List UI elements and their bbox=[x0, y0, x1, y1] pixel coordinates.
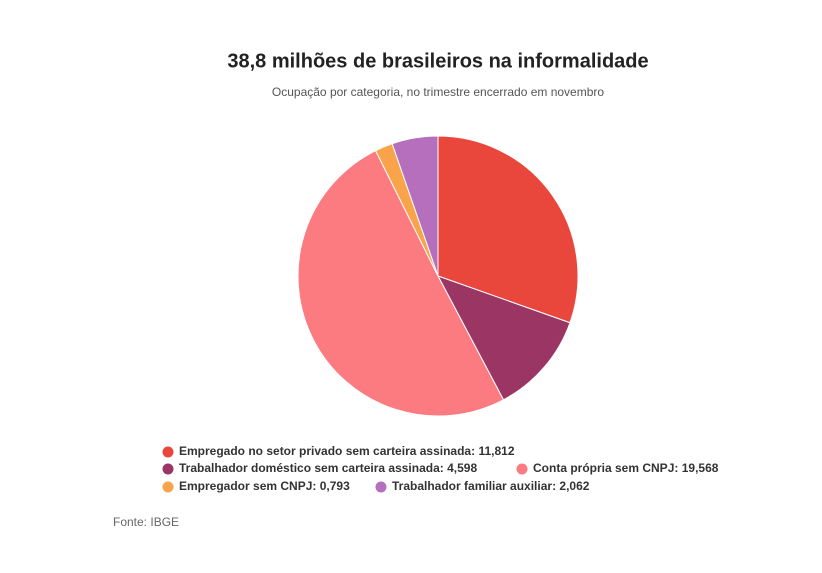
legend-label: Trabalhador familiar auxiliar: 2,062 bbox=[392, 479, 590, 493]
legend-label: Trabalhador doméstico sem carteira assin… bbox=[179, 461, 477, 475]
pie-slice bbox=[436, 275, 571, 401]
chart-title: 38,8 milhões de brasileiros na informali… bbox=[227, 50, 648, 72]
legend-value: 19,568 bbox=[682, 461, 719, 475]
legend-separator: : bbox=[471, 444, 478, 458]
legend-label: Conta própria sem CNPJ: 19,568 bbox=[533, 461, 719, 475]
legend-swatch bbox=[162, 463, 174, 475]
pie bbox=[297, 135, 579, 417]
legend: Empregado no setor privado sem carteira … bbox=[162, 444, 719, 493]
legend-name: Empregado no setor privado sem carteira … bbox=[179, 444, 471, 458]
legend-label: Empregado no setor privado sem carteira … bbox=[179, 444, 515, 458]
source: Fonte: IBGE bbox=[113, 515, 179, 529]
legend-name: Trabalhador doméstico sem carteira assin… bbox=[179, 461, 440, 475]
legend-name: Conta própria sem CNPJ bbox=[533, 461, 674, 475]
legend-separator: : bbox=[312, 479, 319, 493]
pie-slice bbox=[437, 135, 579, 324]
pie-slice bbox=[391, 135, 439, 277]
chart-subtitle: Ocupação por categoria, no trimestre enc… bbox=[272, 85, 604, 99]
legend-separator: : bbox=[552, 479, 559, 493]
legend-swatch bbox=[162, 481, 174, 493]
legend-value: 0,793 bbox=[320, 479, 350, 493]
pie-slice bbox=[297, 150, 505, 417]
legend-name: Empregador sem CNPJ bbox=[179, 479, 312, 493]
legend-separator: : bbox=[674, 461, 681, 475]
legend-name: Trabalhador familiar auxiliar bbox=[392, 479, 552, 493]
legend-label: Empregador sem CNPJ: 0,793 bbox=[179, 479, 350, 493]
legend-value: 4,598 bbox=[447, 461, 477, 475]
legend-swatch bbox=[162, 446, 174, 458]
legend-separator: : bbox=[440, 461, 447, 475]
legend-swatch bbox=[375, 481, 387, 493]
legend-value: 2,062 bbox=[559, 479, 589, 493]
legend-value: 11,812 bbox=[478, 444, 514, 458]
legend-swatch bbox=[516, 463, 528, 475]
